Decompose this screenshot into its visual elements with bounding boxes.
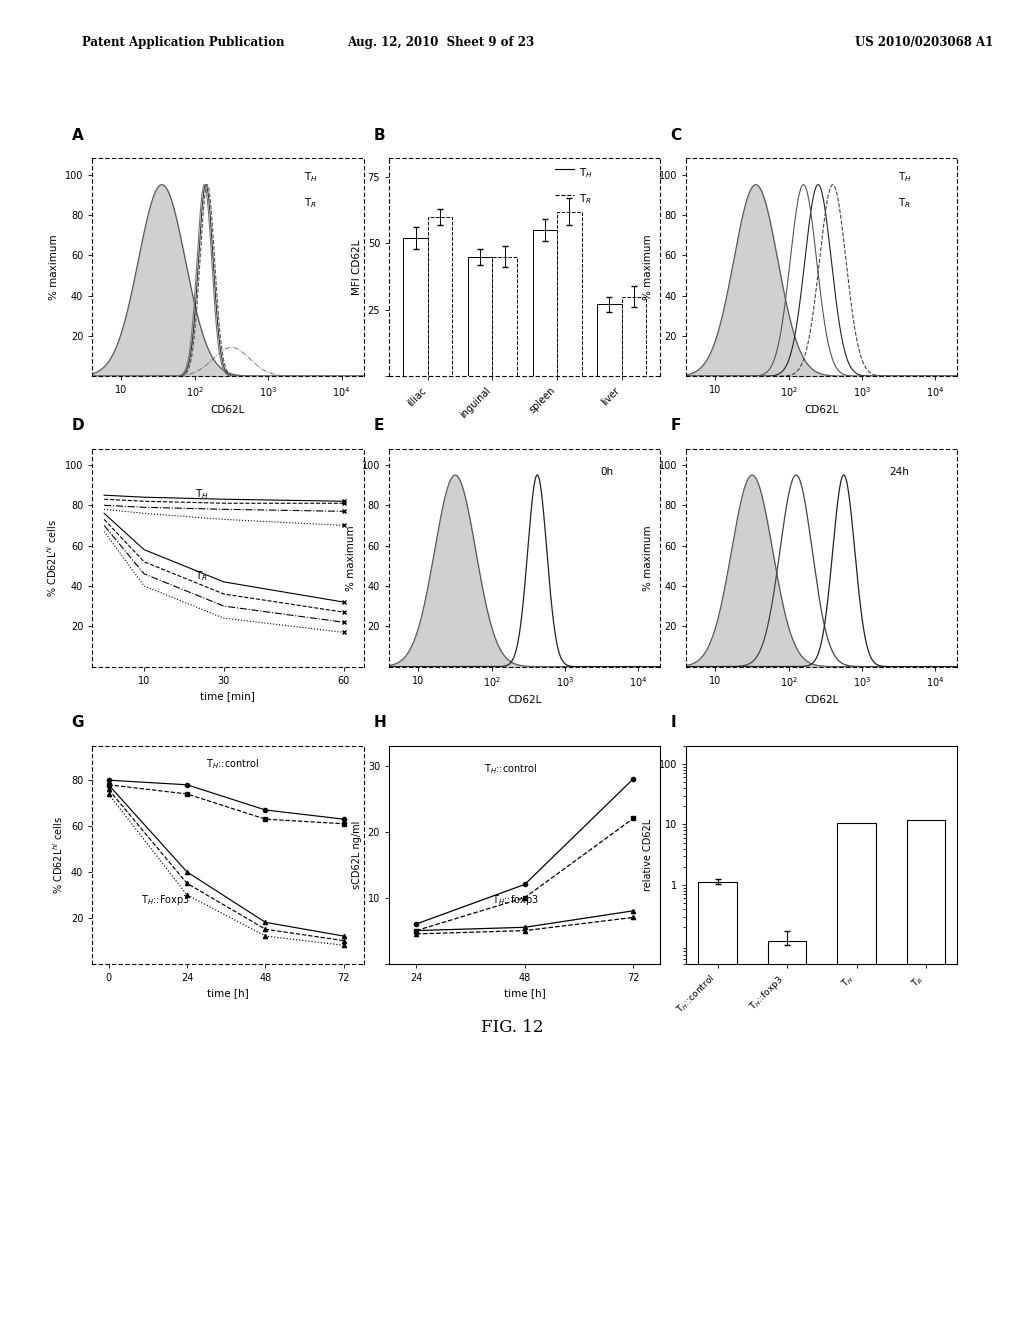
Bar [768, 941, 806, 1320]
Bar [557, 211, 582, 376]
X-axis label: CD62L: CD62L [805, 696, 839, 705]
Text: T$_H$::control: T$_H$::control [484, 762, 538, 776]
X-axis label: time [min]: time [min] [201, 692, 255, 701]
Text: T$_R$: T$_R$ [898, 197, 910, 210]
Bar [838, 824, 876, 1320]
X-axis label: CD62L: CD62L [211, 405, 245, 414]
Bar [493, 256, 517, 376]
Text: G: G [72, 715, 84, 730]
X-axis label: time [h]: time [h] [504, 989, 546, 998]
Text: FIG. 12: FIG. 12 [480, 1019, 544, 1036]
Text: 0h: 0h [601, 467, 614, 477]
Bar [907, 820, 945, 1320]
X-axis label: CD62L: CD62L [805, 405, 839, 414]
Y-axis label: % maximum: % maximum [643, 235, 653, 300]
Text: Patent Application Publication: Patent Application Publication [82, 36, 285, 49]
Text: T$_H$: T$_H$ [304, 170, 317, 183]
Bar [428, 216, 453, 376]
Y-axis label: MFI CD62L: MFI CD62L [352, 240, 362, 294]
Text: T$_H$::foxp3: T$_H$::foxp3 [493, 892, 539, 907]
Text: E: E [374, 418, 384, 433]
Text: US 2010/0203068 A1: US 2010/0203068 A1 [855, 36, 993, 49]
Y-axis label: relative CD62L: relative CD62L [643, 818, 653, 891]
Text: T$_R$: T$_R$ [580, 191, 592, 206]
Bar [403, 238, 428, 376]
Bar [698, 883, 736, 1320]
Text: H: H [374, 715, 386, 730]
Bar [532, 230, 557, 376]
Text: T$_H$::control: T$_H$::control [206, 758, 259, 771]
Bar [597, 305, 622, 376]
Text: I: I [671, 715, 676, 730]
Y-axis label: % CD62L$^{hi}$ cells: % CD62L$^{hi}$ cells [45, 519, 59, 597]
Text: B: B [374, 128, 385, 143]
Y-axis label: sCD62L ng/ml: sCD62L ng/ml [352, 821, 362, 888]
Text: T$_H$: T$_H$ [196, 487, 209, 500]
X-axis label: time [h]: time [h] [207, 989, 249, 998]
Bar [622, 297, 646, 376]
Text: Aug. 12, 2010  Sheet 9 of 23: Aug. 12, 2010 Sheet 9 of 23 [347, 36, 534, 49]
Text: T$_R$: T$_R$ [196, 569, 208, 583]
Text: 24h: 24h [890, 467, 909, 477]
X-axis label: CD62L: CD62L [508, 696, 542, 705]
Text: T$_H$: T$_H$ [580, 166, 593, 180]
Text: T$_R$: T$_R$ [304, 197, 316, 210]
Y-axis label: % maximum: % maximum [49, 235, 59, 300]
Text: T$_H$::Foxp3: T$_H$::Foxp3 [141, 892, 190, 907]
Text: F: F [671, 418, 681, 433]
Text: C: C [671, 128, 682, 143]
Bar [468, 256, 493, 376]
Text: A: A [72, 128, 83, 143]
Y-axis label: % CD62L$^{hi}$ cells: % CD62L$^{hi}$ cells [51, 816, 66, 894]
Text: D: D [72, 418, 84, 433]
Y-axis label: % maximum: % maximum [346, 525, 356, 590]
Y-axis label: % maximum: % maximum [643, 525, 653, 590]
Text: T$_H$: T$_H$ [898, 170, 911, 183]
